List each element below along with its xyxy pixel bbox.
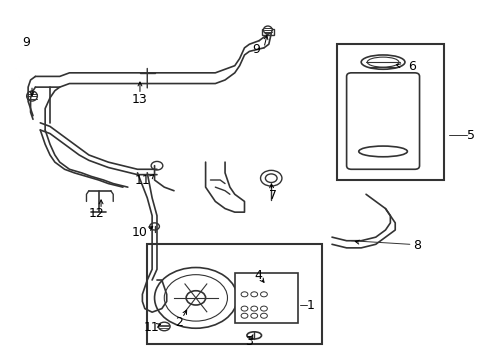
Circle shape <box>241 306 247 311</box>
Text: 3: 3 <box>245 335 253 348</box>
Circle shape <box>250 292 257 297</box>
Text: 9: 9 <box>22 36 30 49</box>
Text: 9: 9 <box>252 43 260 56</box>
Text: 6: 6 <box>407 60 415 73</box>
Ellipse shape <box>27 91 37 101</box>
Bar <box>147 244 322 344</box>
Ellipse shape <box>246 332 261 339</box>
Text: 5: 5 <box>466 129 474 142</box>
Text: 10: 10 <box>132 226 147 239</box>
Text: 12: 12 <box>88 207 104 220</box>
Circle shape <box>250 306 257 311</box>
Text: 7: 7 <box>268 189 276 202</box>
Text: 1: 1 <box>306 298 314 311</box>
Circle shape <box>260 170 282 186</box>
Circle shape <box>154 267 237 328</box>
Bar <box>336 44 443 180</box>
Ellipse shape <box>358 146 407 157</box>
Circle shape <box>241 313 247 318</box>
Circle shape <box>158 322 170 331</box>
Circle shape <box>241 292 247 297</box>
Bar <box>234 273 297 323</box>
Circle shape <box>186 291 205 305</box>
Ellipse shape <box>361 55 404 69</box>
Circle shape <box>260 292 267 297</box>
Circle shape <box>265 174 277 183</box>
Circle shape <box>151 161 163 170</box>
Circle shape <box>149 223 159 230</box>
Ellipse shape <box>366 57 398 67</box>
FancyBboxPatch shape <box>346 73 419 169</box>
Circle shape <box>260 306 267 311</box>
Text: 11: 11 <box>143 321 159 334</box>
Ellipse shape <box>263 26 272 34</box>
Text: 11: 11 <box>134 174 150 187</box>
Text: 13: 13 <box>132 93 147 106</box>
Text: 4: 4 <box>254 269 262 282</box>
Circle shape <box>250 313 257 318</box>
Text: 2: 2 <box>175 316 183 329</box>
Circle shape <box>260 313 267 318</box>
Text: 8: 8 <box>412 239 420 252</box>
Circle shape <box>164 275 227 321</box>
Bar <box>261 29 273 35</box>
